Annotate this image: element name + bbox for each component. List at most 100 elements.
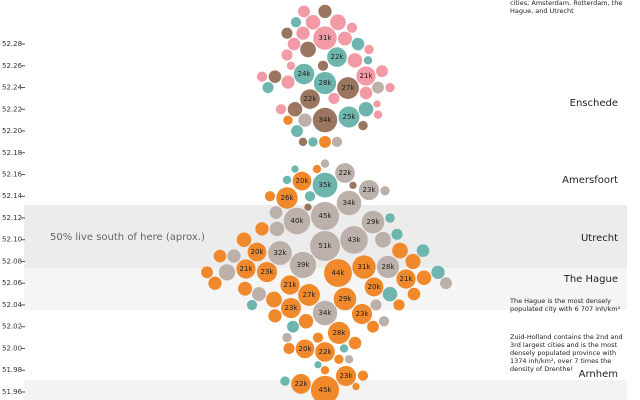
y-tick-label: 52.06 bbox=[2, 279, 23, 287]
value-label: 28k bbox=[319, 79, 333, 87]
value-label: 44k bbox=[332, 269, 346, 277]
bubble bbox=[287, 37, 301, 51]
value-label: 24k bbox=[298, 70, 312, 78]
bubble bbox=[351, 37, 365, 51]
bubble bbox=[335, 163, 355, 183]
bubble bbox=[275, 104, 287, 115]
bubble bbox=[304, 191, 316, 202]
bubble bbox=[287, 320, 299, 333]
bubble bbox=[324, 259, 352, 287]
bubble bbox=[252, 287, 266, 302]
bubble bbox=[291, 125, 303, 137]
bubble bbox=[255, 222, 269, 236]
value-label: 20k bbox=[368, 283, 382, 291]
y-tick-label: 52.04 bbox=[2, 301, 23, 309]
bubble bbox=[295, 339, 315, 359]
bubble bbox=[283, 115, 293, 125]
bubble bbox=[327, 321, 351, 345]
value-label: 22k bbox=[319, 348, 333, 356]
bubble bbox=[298, 314, 314, 329]
bubble bbox=[364, 44, 374, 55]
bubble bbox=[440, 277, 452, 290]
bubble bbox=[313, 26, 337, 50]
value-label: 21k bbox=[400, 275, 414, 283]
value-label: 27k bbox=[303, 291, 317, 299]
bubble bbox=[352, 255, 376, 279]
value-label: 31k bbox=[319, 34, 333, 42]
bubble bbox=[298, 5, 310, 18]
bubble bbox=[393, 299, 405, 311]
bubble bbox=[376, 255, 400, 279]
bubble bbox=[344, 355, 354, 364]
y-tick-label: 52.14 bbox=[2, 192, 23, 200]
bubble bbox=[246, 299, 258, 311]
city-label: Arnhem bbox=[579, 369, 618, 380]
bubble bbox=[348, 336, 362, 350]
y-tick-label: 52.28 bbox=[2, 40, 22, 48]
bubble bbox=[218, 264, 236, 281]
bubble bbox=[291, 374, 311, 394]
y-tick-label: 52.08 bbox=[2, 257, 22, 265]
bubble bbox=[208, 276, 222, 290]
bubble bbox=[312, 107, 338, 133]
value-label: 25k bbox=[343, 113, 357, 121]
bubble bbox=[330, 14, 346, 31]
bubble bbox=[269, 221, 285, 237]
y-tick-label: 52.18 bbox=[2, 149, 22, 157]
bubble bbox=[262, 81, 274, 94]
bubble bbox=[314, 361, 322, 369]
y-tick-label: 52.24 bbox=[2, 84, 23, 92]
bubble bbox=[347, 53, 363, 68]
bubble bbox=[370, 299, 382, 311]
value-label: 34k bbox=[319, 309, 333, 317]
annotation: The Hague is the most densely bbox=[509, 297, 611, 305]
y-tick-label: 52.00 bbox=[2, 344, 22, 352]
bubble bbox=[358, 101, 374, 117]
value-label: 43k bbox=[348, 236, 362, 244]
bubble bbox=[359, 86, 373, 100]
bubble bbox=[335, 365, 357, 387]
bubble bbox=[318, 4, 332, 19]
bubble bbox=[416, 270, 432, 286]
bubble bbox=[312, 172, 338, 198]
value-label: 29k bbox=[367, 218, 381, 226]
bubble bbox=[312, 300, 338, 326]
value-label: 28k bbox=[382, 263, 396, 271]
value-label: 45k bbox=[319, 212, 333, 220]
bubble bbox=[331, 136, 343, 148]
bubble bbox=[319, 135, 331, 148]
bubble bbox=[293, 63, 315, 85]
bubble bbox=[291, 165, 299, 173]
bubble bbox=[376, 65, 388, 78]
bubble bbox=[367, 320, 379, 333]
bubble bbox=[282, 332, 292, 343]
swarm: 31k 21k 27k 22k 34k 22k 24k 28k 25k 35k 22k 23k 34k 2… bbox=[201, 4, 452, 400]
bubble bbox=[349, 181, 357, 190]
y-tick-label: 51.96 bbox=[2, 388, 23, 396]
value-label: 27k bbox=[342, 84, 356, 92]
bubble bbox=[238, 281, 252, 296]
bubble bbox=[334, 354, 344, 365]
bubble bbox=[358, 179, 380, 201]
y-tick-label: 52.10 bbox=[2, 236, 22, 244]
bubble bbox=[308, 137, 318, 147]
bubble bbox=[281, 49, 293, 61]
value-label: 45k bbox=[319, 386, 333, 394]
bubble bbox=[407, 287, 421, 301]
bubble bbox=[317, 60, 329, 71]
bubble bbox=[333, 287, 357, 311]
bubble bbox=[280, 297, 302, 319]
y-tick-label: 52.12 bbox=[2, 214, 22, 222]
bubble bbox=[337, 77, 359, 99]
value-label: 35k bbox=[319, 181, 333, 189]
value-label: 23k bbox=[285, 304, 299, 312]
bubble bbox=[247, 242, 267, 262]
bubble bbox=[385, 82, 395, 93]
bubble bbox=[298, 113, 312, 127]
value-label: 21k bbox=[360, 72, 374, 80]
median-label: 50% live south of here (aprox.) bbox=[50, 232, 205, 243]
annotation: populated city with 6 707 inh/km² bbox=[510, 305, 621, 313]
bubble bbox=[380, 186, 390, 196]
bubble bbox=[296, 26, 310, 40]
bubble bbox=[431, 265, 445, 279]
